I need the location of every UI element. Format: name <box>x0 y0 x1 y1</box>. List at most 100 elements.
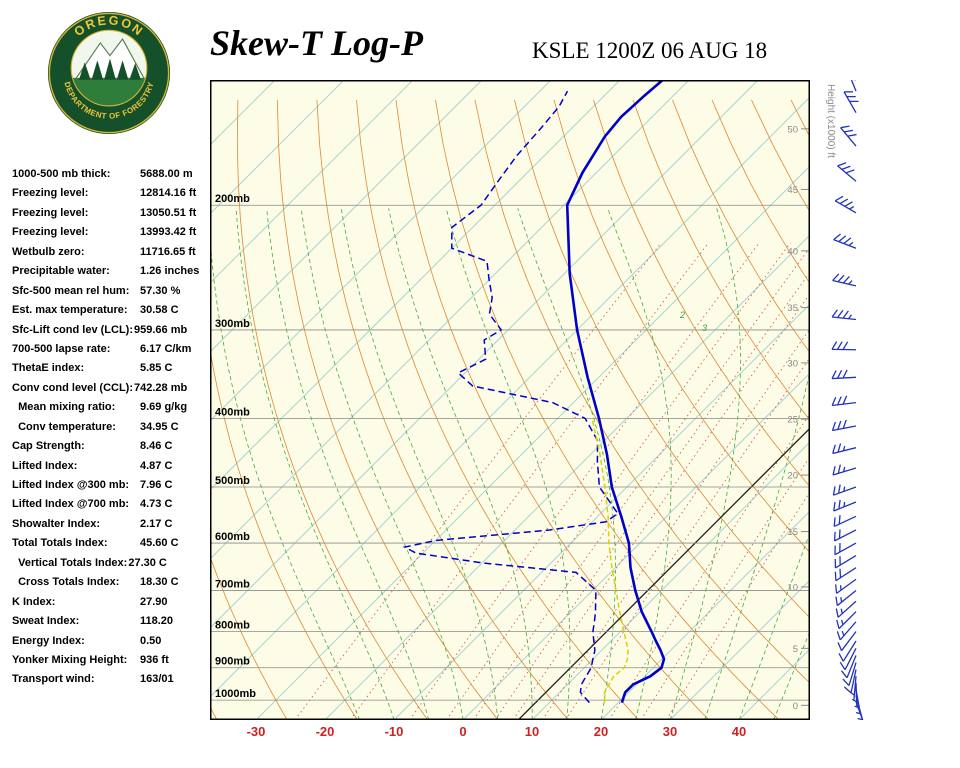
stat-label: Conv cond level (CCL): <box>12 381 134 394</box>
stat-row: Vertical Totals Index: 27.30 C <box>10 554 210 573</box>
wind-barb <box>851 682 858 707</box>
stat-label: 700-500 lapse rate: <box>12 342 111 355</box>
stat-label: Precipitable water: <box>12 265 110 278</box>
height-tick-label: 45 <box>787 185 798 196</box>
pressure-label: 200mb <box>215 193 250 205</box>
mixing-ratio-line <box>608 412 810 720</box>
moist-adiabat-line <box>388 208 533 720</box>
stat-value: 1.26 inches <box>140 265 200 278</box>
mixing-ratio-line <box>542 328 810 720</box>
mixing-ratio-line <box>512 292 810 720</box>
isotherm-line <box>462 372 810 720</box>
dry-adiabat-line <box>210 555 288 720</box>
stat-label: Showalter Index: <box>12 517 101 530</box>
temp-axis-label: 0 <box>459 724 467 739</box>
dewpoint-profile <box>402 90 619 704</box>
odf-logo-graphic: OREGON DEPARTMENT OF FORESTRY <box>47 11 171 135</box>
stat-label: Sweat Index: <box>12 615 80 628</box>
stat-label: Mean mixing ratio: <box>12 401 116 414</box>
moist-adiabat-label: 2 <box>679 310 685 320</box>
stat-label: Yonker Mixing Height: <box>12 653 128 666</box>
temp-axis-label: -30 <box>246 724 266 739</box>
stat-label: Vertical Totals Index: <box>12 556 128 569</box>
pressure-label: 300mb <box>215 318 250 330</box>
stat-row: 1000-500 mb thick: 5688.00 m <box>10 165 210 184</box>
wind-barb <box>836 621 857 641</box>
stat-label: Sfc-500 mean rel hum: <box>12 284 130 297</box>
stat-label: Freezing level: <box>12 187 89 200</box>
wind-barb <box>836 611 857 630</box>
height-tick-label: 30 <box>787 358 798 369</box>
wind-barb <box>834 555 857 569</box>
stat-value: 13050.51 ft <box>140 206 197 219</box>
height-tick-label: 5 <box>793 644 798 655</box>
wind-barb <box>832 484 857 496</box>
temp-axis-label: -10 <box>384 724 404 739</box>
temperature-profile <box>565 80 666 703</box>
mixing-ratio-line <box>494 271 810 720</box>
mixing-ratio-line <box>446 242 791 720</box>
stat-row: Wetbulb zero: 11716.65 ft <box>10 243 210 262</box>
dry-adiabat-line <box>210 347 358 720</box>
pressure-label: 600mb <box>215 531 250 543</box>
stat-row: Freezing level: 13050.51 ft <box>10 204 210 223</box>
wind-barb <box>843 91 859 113</box>
height-tick-label: 10 <box>787 582 798 593</box>
stat-value: 12814.16 ft <box>140 187 197 200</box>
stat-label: Lifted Index @300 mb: <box>12 479 130 491</box>
wind-barb <box>831 309 857 321</box>
stat-label: Lifted Index @700 mb: <box>12 498 130 511</box>
wetbulb-profile <box>591 418 629 703</box>
wind-barb <box>837 162 857 182</box>
isotherm-line <box>210 96 810 698</box>
height-tick-label: 35 <box>787 303 798 314</box>
wind-barb <box>832 443 857 455</box>
stat-value: 18.30 C <box>140 576 179 589</box>
wind-barb <box>832 273 857 287</box>
moist-adiabat-line <box>704 368 810 720</box>
pressure-label: 1000mb <box>215 688 256 700</box>
page-title: Skew-T Log-P <box>210 23 423 63</box>
wind-barb <box>840 125 857 147</box>
stat-value: 27.30 C <box>128 556 167 569</box>
stat-value: 8.46 C <box>140 440 173 453</box>
stat-label: ThetaE index: <box>12 362 85 375</box>
wind-barb <box>846 68 859 92</box>
wind-barb <box>833 529 857 542</box>
stat-row: Est. max temperature: 30.58 C <box>10 301 210 320</box>
stat-row: Cross Totals Index: 18.30 C <box>10 573 210 592</box>
stat-row: ThetaE index: 5.85 C <box>10 359 210 378</box>
stat-value: 7.96 C <box>140 479 173 491</box>
isotherm-line <box>255 165 810 720</box>
mixing-ratio-line <box>565 356 810 720</box>
stat-row: Total Totals Index: 45.60 C <box>10 534 210 553</box>
pressure-label: 400mb <box>215 406 250 418</box>
skewt-canvas: 200mb 300mb 400mb 500mb 600mb 700mb 800mb 900mb… <box>210 80 810 720</box>
stat-row: K Index: 27.90 <box>10 593 210 612</box>
temperature-axis: -30 -20 -10 0 10 20 30 40 <box>210 724 810 744</box>
stat-row: Freezing level: 13993.42 ft <box>10 223 210 242</box>
wind-barb <box>833 515 857 528</box>
wind-barb <box>839 648 857 671</box>
temp-axis-label: 10 <box>524 724 540 739</box>
reference-isotherm-line <box>517 427 810 720</box>
wind-barb <box>835 600 857 618</box>
stat-label: Est. max temperature: <box>12 304 128 317</box>
dry-adiabat-line <box>672 99 810 354</box>
height-tick-label: 0 <box>793 701 798 712</box>
stat-row: Sfc-Lift cond lev (LCL): 959.66 mb <box>10 321 210 340</box>
wind-barb <box>837 631 857 652</box>
moist-adiabat-label: 3 <box>702 323 707 333</box>
stat-value: 5.85 C <box>140 362 173 375</box>
odf-logo: OREGON DEPARTMENT OF FORESTRY <box>46 10 172 136</box>
height-tick-label: 25 <box>787 415 798 426</box>
stat-row: Conv temperature: 34.95 C <box>10 418 210 437</box>
isotherm-line <box>210 80 414 284</box>
isotherm-line <box>210 80 345 215</box>
height-tick-label: 40 <box>787 246 798 257</box>
stat-row: Cap Strength: 8.46 C <box>10 437 210 456</box>
stat-label: Energy Index: <box>12 634 85 647</box>
isotherm-line <box>210 80 552 422</box>
wind-barb <box>834 567 857 582</box>
pressure-label: 800mb <box>215 620 250 632</box>
